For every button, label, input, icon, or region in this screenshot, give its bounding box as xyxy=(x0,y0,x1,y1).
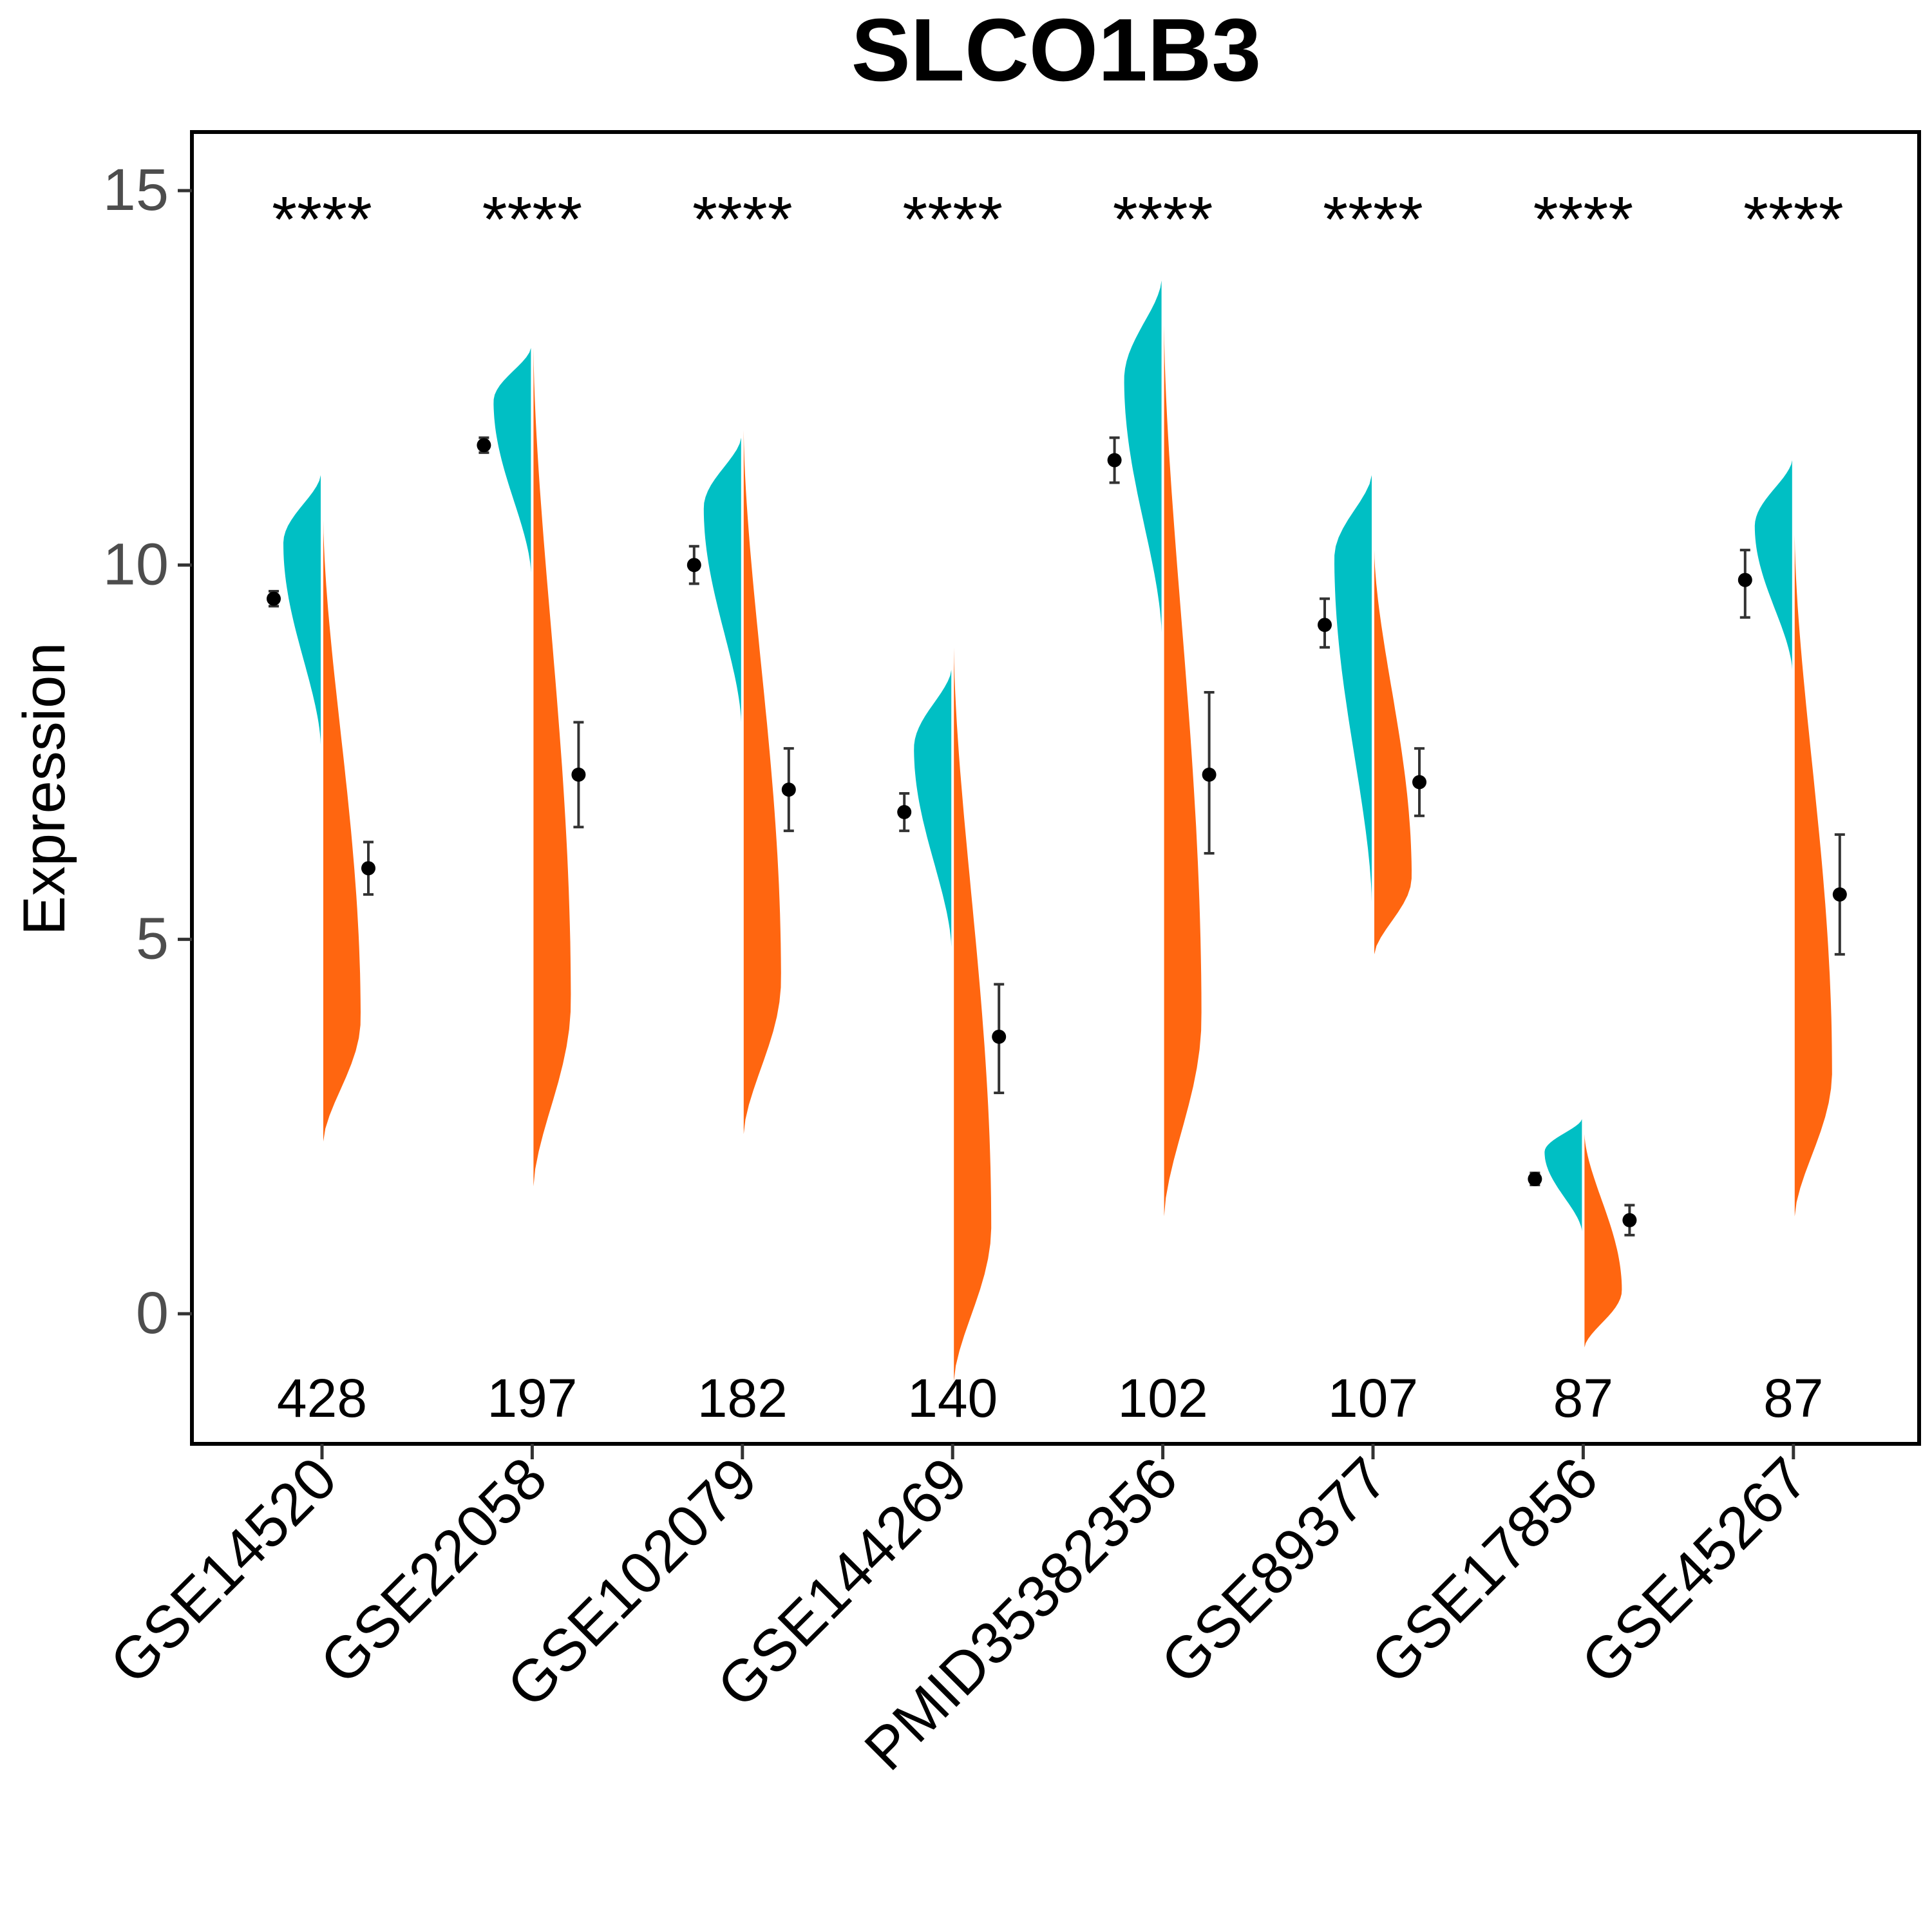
significance-label: **** xyxy=(692,184,793,256)
x-tick-label: GSE14520 xyxy=(98,1445,349,1696)
violin-group2 xyxy=(1584,1133,1622,1348)
sample-count-label: 102 xyxy=(1118,1368,1208,1428)
mean-point-group1 xyxy=(1107,453,1122,468)
violin-group1 xyxy=(1754,460,1792,670)
sample-count-label: 197 xyxy=(487,1368,577,1428)
significance-label: **** xyxy=(272,184,372,256)
mean-point-group2 xyxy=(781,782,796,797)
significance-label: **** xyxy=(1533,184,1634,256)
mean-point-group2 xyxy=(571,767,586,782)
sample-count-label: 87 xyxy=(1763,1368,1823,1428)
significance-label: **** xyxy=(482,184,583,256)
y-axis-label: Expression xyxy=(12,642,77,935)
violin-group2 xyxy=(1794,535,1832,1217)
mean-point-group2 xyxy=(1202,767,1217,782)
plot-border xyxy=(190,130,1921,1446)
sample-count-label: 428 xyxy=(277,1368,367,1428)
y-tick-label: 15 xyxy=(103,157,169,223)
mean-point-group2 xyxy=(1412,775,1426,790)
mean-point-group1 xyxy=(1318,618,1332,632)
mean-point-group1 xyxy=(1528,1171,1542,1186)
sample-count-label: 107 xyxy=(1328,1368,1418,1428)
y-tick-label: 10 xyxy=(103,531,169,597)
x-tick-label: GSE45267 xyxy=(1569,1445,1821,1696)
violin-group1 xyxy=(493,348,531,573)
significance-label: **** xyxy=(902,184,1003,256)
x-tick-label: GSE17856 xyxy=(1359,1445,1610,1696)
violin-group2 xyxy=(323,520,361,1142)
significance-label: **** xyxy=(1113,184,1213,256)
sample-count-label: 182 xyxy=(697,1368,788,1428)
violin-group1 xyxy=(1544,1119,1582,1232)
violin-group2 xyxy=(1374,550,1412,954)
significance-label: **** xyxy=(1743,184,1844,256)
violin-group1 xyxy=(1334,475,1372,902)
plot-area: **** 428 **** 197 **** 182 **** 140 **** 102 **** 1… xyxy=(267,184,1847,1428)
violin-group2 xyxy=(1164,325,1202,1217)
significance-label: **** xyxy=(1323,184,1423,256)
x-tick-label: GSE89377 xyxy=(1149,1445,1400,1696)
mean-point-group1 xyxy=(897,805,912,820)
mean-point-group2 xyxy=(992,1029,1007,1044)
mean-point-group2 xyxy=(1622,1213,1637,1227)
violin-group2 xyxy=(954,647,992,1381)
violin-group1 xyxy=(283,475,321,745)
violin-group1 xyxy=(1124,280,1162,632)
mean-point-group1 xyxy=(1738,573,1752,587)
mean-point-group1 xyxy=(477,438,491,453)
chart-title: SLCO1B3 xyxy=(851,1,1262,100)
mean-point-group2 xyxy=(361,861,375,876)
sample-count-label: 140 xyxy=(907,1368,998,1428)
violin-group1 xyxy=(703,437,741,723)
y-tick-label: 5 xyxy=(136,906,169,972)
violin-group2 xyxy=(533,348,571,1187)
sample-count-label: 87 xyxy=(1553,1368,1613,1428)
mean-point-group1 xyxy=(267,591,281,606)
violin-group1 xyxy=(914,670,952,947)
violin-group2 xyxy=(743,430,781,1134)
mean-point-group2 xyxy=(1832,887,1847,902)
mean-point-group1 xyxy=(687,558,701,573)
y-tick-label: 0 xyxy=(136,1280,169,1346)
